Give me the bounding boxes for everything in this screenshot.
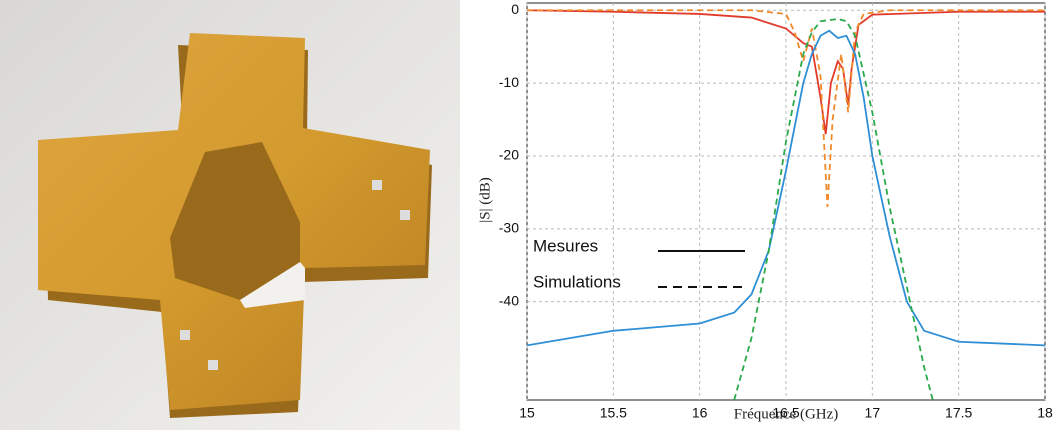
y-tick-label: -10	[499, 74, 519, 90]
grid: 15 15.5 16 16.5 17 17.5 18 0 -10 -20 -30 -40	[499, 1, 1053, 421]
hole	[372, 180, 382, 190]
hole	[208, 360, 218, 370]
y-tick-label: 0	[511, 1, 519, 17]
series-line	[733, 18, 934, 400]
legend-label: Simulations	[533, 272, 621, 291]
x-tick-label: 18	[1037, 405, 1053, 421]
series-line	[527, 9, 1045, 135]
x-tick-label: 17.5	[945, 405, 972, 421]
hole	[180, 330, 190, 340]
y-axis-label: |S| (dB)	[477, 177, 493, 223]
photo	[0, 0, 460, 430]
legend-label: Mesures	[533, 236, 598, 255]
x-tick-label: 15	[519, 405, 535, 421]
gap	[240, 262, 305, 308]
y-tick-label: -20	[499, 147, 519, 163]
x-axis-label: Fréquence (GHz)	[734, 406, 839, 422]
x-tick-label: 16.5	[772, 405, 799, 421]
x-tick-label: 15.5	[600, 405, 627, 421]
plot-lines	[527, 9, 1045, 400]
y-tick-label: -30	[499, 220, 519, 236]
y-tick-label: -40	[499, 292, 519, 308]
legend: Mesures Simulations	[533, 236, 745, 291]
part-side	[45, 45, 432, 418]
series-line	[527, 29, 1045, 347]
hole	[400, 210, 410, 220]
x-tick-label: 16	[692, 405, 708, 421]
part-top	[38, 33, 430, 410]
x-tick-label: 17	[865, 405, 881, 421]
series-line	[527, 9, 1045, 208]
